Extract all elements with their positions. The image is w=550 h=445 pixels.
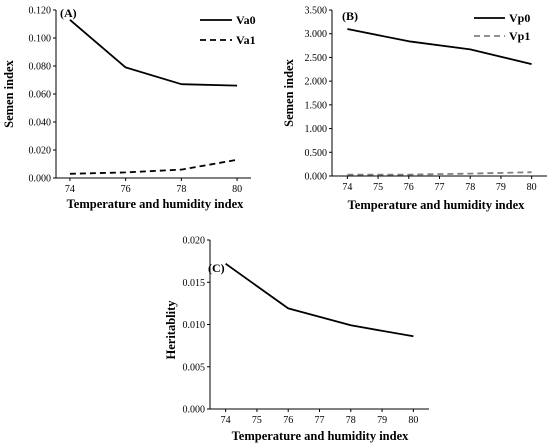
y-tick-label: 3.500 [305, 6, 328, 17]
y-axis-ticks-c: 0.000 0.005 0.010 0.015 0.020 [183, 236, 210, 416]
series-group-b [347, 28, 532, 176]
chart-panel-a: (A) 0.0000.0200.0400.0600.0800.1000.120 … [2, 6, 256, 212]
x-axis-ticks-c: 74 75 76 77 78 79 80 [221, 409, 418, 426]
y-tick-label: 2.000 [305, 77, 328, 88]
chart-panel-b: (B) 0.000 0.500 1.000 1.500 2.000 2.500 3.000 3… [282, 6, 547, 212]
series-line [225, 262, 414, 338]
series-group-c [225, 262, 414, 338]
legend-label-vp1: Vp1 [509, 29, 530, 43]
x-tick-label: 79 [377, 415, 387, 426]
legend-label-vp0: Vp0 [509, 11, 530, 25]
series-line-vp0 [347, 28, 532, 65]
x-axis-label-b: Temperature and humidity index [348, 198, 526, 212]
x-tick-label: 74 [342, 182, 352, 193]
x-axis-ticks-a: 74 76 78 80 [65, 178, 242, 195]
x-tick-label: 76 [404, 182, 414, 193]
y-tick-label: 0.010 [183, 320, 206, 331]
x-tick-label: 78 [346, 415, 356, 426]
x-tick-label: 79 [496, 182, 506, 193]
y-tick-label: 1.000 [305, 124, 328, 135]
y-axis-ticks-b: 0.000 0.500 1.000 1.500 2.000 2.500 3.000 3.500 [305, 6, 332, 183]
y-tick-label: 2.500 [305, 53, 328, 64]
y-tick-label: 0.000 [183, 405, 206, 416]
chart-panel-c: (C) 0.000 0.005 0.010 0.015 0.020 74 75 76 77 78… [164, 236, 429, 443]
panel-label-c: (C) [208, 261, 225, 275]
x-tick-label: 75 [252, 415, 262, 426]
x-tick-label: 80 [408, 415, 418, 426]
panel-label-a: (A) [60, 6, 77, 20]
y-tick-label: 0.005 [183, 362, 206, 373]
y-axis-label-c: Heritablity [164, 300, 178, 360]
y-tick-label: 0.000 [305, 172, 328, 183]
y-tick-label: 0.020 [29, 146, 52, 157]
x-tick-label: 77 [435, 182, 445, 193]
x-tick-label: 80 [527, 182, 537, 193]
y-tick-label: 3.000 [305, 29, 328, 40]
y-tick-label: 0.120 [29, 6, 52, 17]
panel-label-b: (B) [342, 9, 358, 23]
series-group-a [69, 19, 238, 175]
x-axis-label-c: Temperature and humidity index [232, 429, 410, 443]
y-tick-label: 0.100 [29, 34, 52, 45]
x-tick-label: 75 [373, 182, 383, 193]
y-tick-label: 0.500 [305, 148, 328, 159]
y-tick-label: 1.500 [305, 100, 328, 111]
y-axis-label-b: Semen index [282, 58, 296, 126]
legend-label-va0: Va0 [236, 13, 256, 27]
x-tick-label: 80 [232, 184, 242, 195]
y-axis-ticks-a: 0.000 0.020 0.040 0.060 0.080 0.100 0.120 [29, 6, 56, 185]
y-axis-label-a: Semen index [2, 59, 16, 127]
x-tick-label: 74 [65, 184, 75, 195]
y-tick-label: 0.060 [29, 90, 52, 101]
y-tick-label: 0.015 [183, 278, 206, 289]
series-line-va1 [69, 158, 238, 175]
y-tick-label: 0.040 [29, 118, 52, 129]
y-tick-label: 0.020 [183, 236, 206, 247]
x-axis-ticks-b: 74 75 76 77 78 79 80 [342, 176, 537, 193]
x-tick-label: 78 [465, 182, 475, 193]
legend-label-va1: Va1 [236, 33, 256, 47]
x-axis-label-a: Temperature and humidity index [67, 197, 245, 211]
x-tick-label: 77 [315, 415, 325, 426]
series-line-va0 [69, 19, 238, 87]
y-tick-label: 0.080 [29, 62, 52, 73]
legend-b: Vp0 Vp1 [474, 11, 530, 43]
x-tick-label: 74 [221, 415, 231, 426]
series-line-vp1 [347, 171, 532, 176]
legend-a: Va0 Va1 [200, 13, 256, 47]
x-tick-label: 76 [121, 184, 131, 195]
x-tick-label: 76 [283, 415, 293, 426]
y-tick-label: 0.000 [29, 174, 52, 185]
x-tick-label: 78 [176, 184, 186, 195]
